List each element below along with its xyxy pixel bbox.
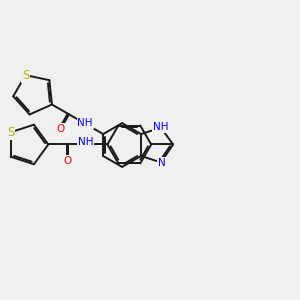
Text: N: N	[158, 158, 165, 168]
Text: S: S	[7, 126, 14, 139]
Text: O: O	[57, 124, 65, 134]
Text: NH: NH	[153, 122, 169, 132]
Text: S: S	[22, 69, 29, 82]
Text: O: O	[64, 156, 72, 166]
Text: NH: NH	[77, 118, 93, 128]
Text: NH: NH	[78, 137, 94, 148]
